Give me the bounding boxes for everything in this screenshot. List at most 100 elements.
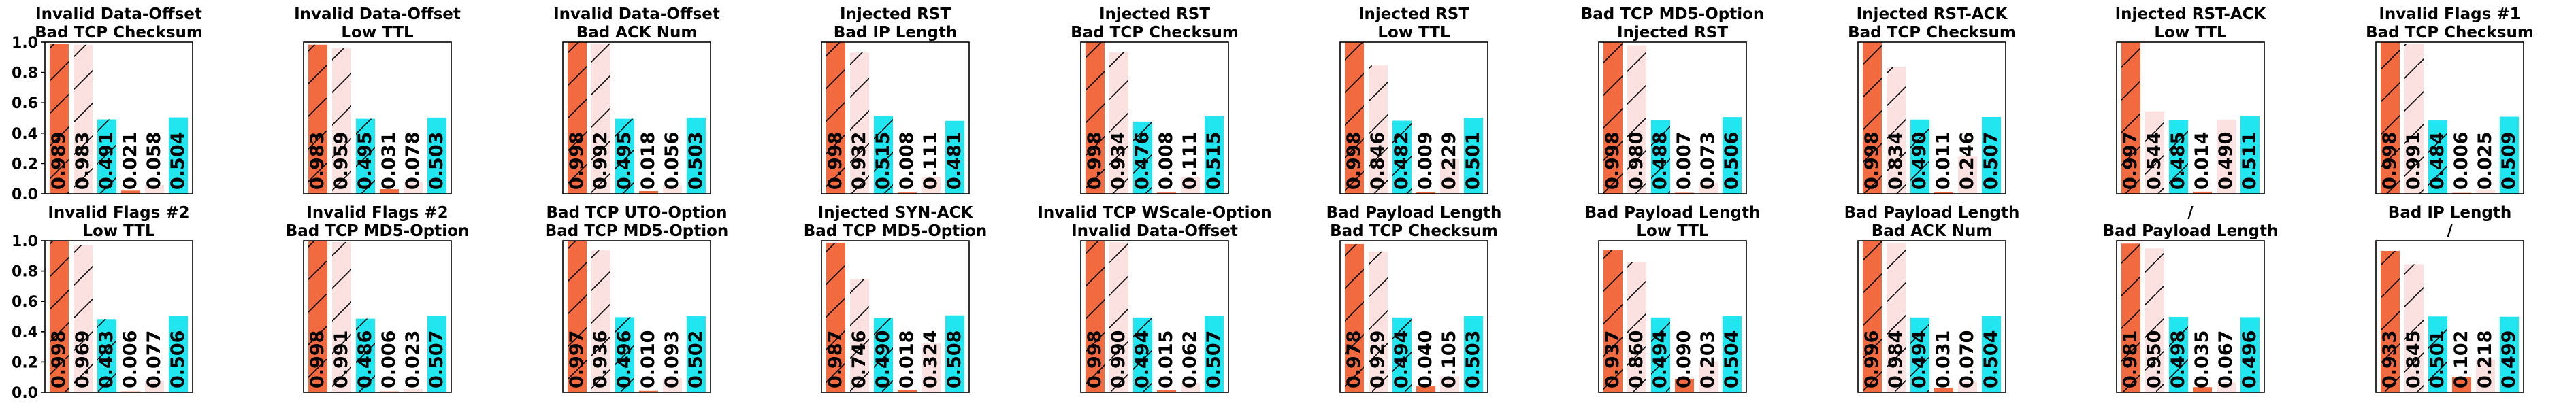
- bar-value-label: 0.482: [1391, 132, 1412, 190]
- bar: [922, 343, 941, 392]
- panel-title-line: Bad Payload Length: [1326, 204, 1502, 222]
- panel-title-line: Low TTL: [2154, 24, 2227, 41]
- bar-value-label: 0.509: [2498, 132, 2520, 190]
- bar-value-label: 0.507: [1980, 132, 2002, 190]
- bar-hatch: [1627, 262, 1646, 392]
- axes-frame: [1080, 240, 1229, 393]
- bar-hatch: [874, 318, 893, 392]
- bar: [1181, 177, 1200, 194]
- bar: [1416, 386, 1435, 392]
- bar: [687, 316, 706, 392]
- bar-value-label: 0.932: [849, 132, 870, 190]
- axes-frame: [303, 41, 452, 194]
- bar-hatch: [1651, 120, 1670, 194]
- bar-value-label: 0.507: [1203, 330, 1224, 388]
- bar-value-label: 0.490: [1909, 132, 1930, 190]
- bar-hatch: [2121, 42, 2140, 194]
- bar-hatch: [568, 241, 587, 392]
- bar-value-label: 0.506: [167, 330, 189, 388]
- axes-frame: [1857, 240, 2006, 393]
- bar-value-label: 0.980: [1626, 132, 1647, 190]
- bar: [169, 117, 188, 194]
- bar: [663, 185, 682, 194]
- bar-value-label: 0.998: [1084, 132, 1105, 190]
- bar: [1157, 390, 1176, 392]
- bar-value-label: 0.488: [1650, 132, 1671, 190]
- bar: [2452, 377, 2471, 392]
- bar: [1934, 192, 1953, 194]
- bar-hatch: [850, 52, 869, 194]
- bar: [639, 390, 658, 392]
- bar-hatch: [1392, 317, 1412, 392]
- bar-value-label: 0.515: [873, 132, 894, 190]
- bar-hatch: [850, 279, 869, 392]
- bar: [404, 182, 423, 194]
- bar-value-label: 0.984: [1885, 330, 1906, 388]
- bar: [2240, 116, 2260, 194]
- bar: [1464, 316, 1483, 392]
- bar-hatch: [97, 319, 116, 392]
- panel-title-line: /: [2447, 222, 2453, 240]
- bar-hatch: [1627, 45, 1646, 194]
- axes-frame: [2116, 41, 2265, 194]
- bar-value-label: 0.987: [825, 330, 846, 388]
- axes-frame: [1598, 240, 1747, 393]
- bar-value-label: 0.018: [896, 330, 917, 388]
- panel-title-line: Low TTL: [82, 222, 155, 240]
- panel-title-line: Invalid Data-Offset: [1071, 222, 1238, 240]
- bar-value-label: 0.998: [1861, 132, 1882, 190]
- bar: [1723, 117, 1742, 194]
- bar-hatch: [1603, 42, 1623, 194]
- bar-value-label: 0.008: [896, 132, 917, 190]
- bar-hatch: [1345, 243, 1364, 392]
- bar-value-label: 0.997: [2120, 132, 2141, 190]
- bar: [1699, 182, 1718, 194]
- panel-title-line: Invalid Data-Offset: [35, 5, 202, 23]
- bar-value-label: 0.494: [1650, 330, 1671, 388]
- bar-value-label: 0.969: [72, 330, 93, 388]
- bar-value-label: 0.023: [402, 330, 423, 388]
- panel-title-line: Invalid TCP WScale-Option: [1037, 204, 1271, 222]
- panel-title-line: Injected RST: [1358, 5, 1469, 23]
- bar: [922, 177, 941, 194]
- bar-value-label: 0.544: [2144, 132, 2165, 190]
- bar-hatch: [2404, 44, 2424, 194]
- y-tick-label: 1.0: [12, 35, 38, 52]
- bar-hatch: [2404, 264, 2424, 392]
- bar-hatch: [1109, 242, 1128, 392]
- bar-hatch: [332, 242, 351, 392]
- bar-hatch: [2428, 120, 2447, 194]
- bar-value-label: 0.511: [2239, 132, 2260, 190]
- bar-value-label: 0.229: [1439, 132, 1460, 190]
- bar: [2500, 316, 2519, 392]
- bar-value-label: 0.018: [638, 132, 659, 190]
- bar: [145, 380, 164, 392]
- bar-value-label: 0.834: [1885, 132, 1906, 190]
- bar-value-label: 0.992: [590, 132, 611, 190]
- bar-value-label: 0.983: [72, 132, 93, 190]
- panel-title-line: Invalid Data-Offset: [553, 5, 720, 23]
- bar-value-label: 0.111: [920, 132, 941, 190]
- bar-value-label: 0.484: [2427, 132, 2448, 190]
- bar: [1181, 383, 1200, 392]
- panel-title-line: Bad ACK Num: [1872, 222, 1993, 240]
- panel-title-line: Bad TCP Checksum: [35, 24, 203, 41]
- bar: [2193, 387, 2212, 392]
- axes-frame: [562, 240, 711, 393]
- bar-hatch: [2169, 316, 2188, 392]
- panel-20: Bad IP Length/ 0.933 0.845 0.501 0.102 0.218 0…: [2375, 204, 2524, 393]
- bar-value-label: 0.062: [1179, 330, 1201, 388]
- bar-value-label: 0.860: [1626, 330, 1647, 388]
- bar-value-label: 0.008: [1156, 132, 1177, 190]
- bar-hatch: [2121, 243, 2140, 392]
- bar-value-label: 0.218: [2475, 330, 2496, 388]
- bar: [2217, 382, 2236, 392]
- panel-title-line: Bad ACK Num: [576, 24, 698, 41]
